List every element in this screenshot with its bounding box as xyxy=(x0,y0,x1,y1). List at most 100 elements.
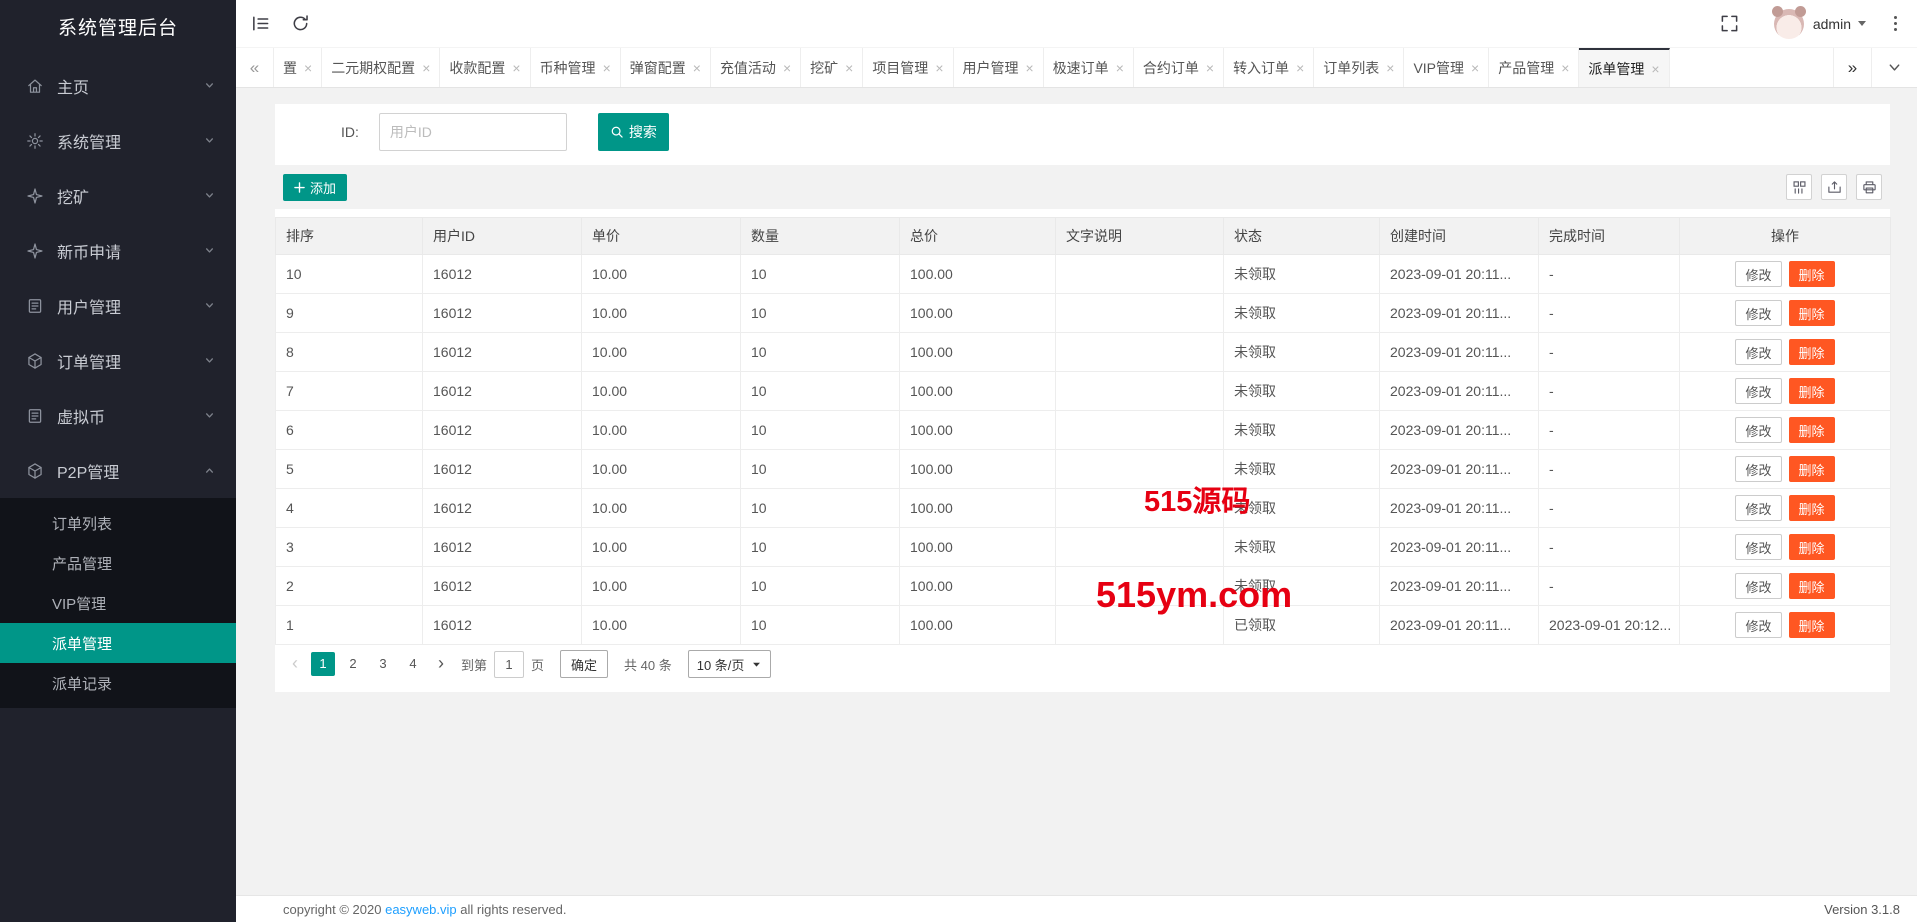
tab-close-icon[interactable]: × xyxy=(1471,59,1480,76)
more-options-icon[interactable] xyxy=(1888,10,1903,37)
refresh-icon[interactable] xyxy=(280,0,320,47)
tab-close-icon[interactable]: × xyxy=(422,59,431,76)
edit-button[interactable]: 修改 xyxy=(1735,378,1782,404)
tab-close-icon[interactable]: × xyxy=(1386,59,1395,76)
tab-item[interactable]: 二元期权配置 × xyxy=(322,48,441,87)
sidebar-item[interactable]: 虚拟币 xyxy=(0,388,236,443)
collapse-sidebar-icon[interactable] xyxy=(240,0,280,47)
prev-page-icon[interactable]: ‹ xyxy=(292,653,298,673)
sidebar-item[interactable]: 用户管理 xyxy=(0,278,236,333)
edit-button[interactable]: 修改 xyxy=(1735,573,1782,599)
add-button[interactable]: 添加 xyxy=(283,173,348,201)
edit-button[interactable]: 修改 xyxy=(1735,456,1782,482)
user-id-input[interactable] xyxy=(378,113,567,151)
sidebar-subitem[interactable]: 产品管理 xyxy=(0,543,236,583)
cell-created: 2023-09-01 20:11... xyxy=(1379,527,1539,567)
edit-button[interactable]: 修改 xyxy=(1735,417,1782,443)
tab-item[interactable]: 转入订单 × xyxy=(1224,48,1315,87)
user-avatar[interactable] xyxy=(1771,5,1806,39)
sidebar-item[interactable]: 主页 xyxy=(0,58,236,113)
tab-close-icon[interactable]: × xyxy=(512,59,521,76)
page-number[interactable]: 1 xyxy=(311,652,335,676)
sidebar-item[interactable]: 订单管理 xyxy=(0,333,236,388)
edit-button[interactable]: 修改 xyxy=(1735,534,1782,560)
tab-item[interactable]: 用户管理 × xyxy=(954,48,1044,87)
tab-label: 产品管理 xyxy=(1498,59,1555,76)
tab-item[interactable]: 合约订单 × xyxy=(1134,48,1225,87)
page-number[interactable]: 4 xyxy=(409,656,417,671)
sidebar-item[interactable]: P2P管理 xyxy=(0,443,236,498)
edit-button[interactable]: 修改 xyxy=(1735,612,1782,638)
export-icon[interactable] xyxy=(1821,174,1847,200)
delete-button[interactable]: 删除 xyxy=(1788,378,1835,404)
tab-item[interactable]: 币种管理 × xyxy=(531,48,621,87)
delete-button[interactable]: 删除 xyxy=(1788,534,1835,560)
tabs-scroll-left-icon[interactable]: « xyxy=(236,48,274,87)
delete-button[interactable]: 删除 xyxy=(1788,417,1835,443)
tab-close-icon[interactable]: × xyxy=(1296,59,1305,76)
tab-item[interactable]: 弹窗配置 × xyxy=(621,48,711,87)
sidebar-subitem[interactable]: VIP管理 xyxy=(0,583,236,623)
tab-close-icon[interactable]: × xyxy=(692,59,701,76)
tabs-scroll-right-icon[interactable]: » xyxy=(1833,48,1871,87)
user-menu[interactable]: admin xyxy=(1813,16,1866,32)
delete-button[interactable]: 删除 xyxy=(1788,300,1835,326)
page-jump-input[interactable] xyxy=(494,650,525,678)
tab-item[interactable]: 派单管理 × xyxy=(1579,48,1670,87)
sidebar-subitem[interactable]: 订单列表 xyxy=(0,503,236,543)
tab-item[interactable]: VIP管理 × xyxy=(1404,48,1490,87)
jump-confirm-button[interactable]: 确定 xyxy=(560,650,609,678)
page-size-select[interactable]: 10 条/页 xyxy=(687,650,772,678)
edit-button[interactable]: 修改 xyxy=(1735,495,1782,521)
tab-item[interactable]: 挖矿 × xyxy=(801,48,864,87)
tab-close-icon[interactable]: × xyxy=(1561,59,1570,76)
delete-button[interactable]: 删除 xyxy=(1788,456,1835,482)
delete-button[interactable]: 删除 xyxy=(1788,573,1835,599)
search-button[interactable]: 搜索 xyxy=(597,113,669,151)
tab-label: 弹窗配置 xyxy=(629,59,686,76)
delete-button[interactable]: 删除 xyxy=(1788,495,1835,521)
delete-button[interactable]: 删除 xyxy=(1788,261,1835,287)
tab-close-icon[interactable]: × xyxy=(1115,59,1124,76)
copyright-link[interactable]: easyweb.vip xyxy=(385,901,457,917)
tab-item[interactable]: 产品管理 × xyxy=(1489,48,1580,87)
page-number[interactable]: 2 xyxy=(349,656,357,671)
sidebar-subitem[interactable]: 派单记录 xyxy=(0,663,236,703)
table-row: 2 16012 10.00 10 100.00 未领取 2023-09-01 20:11..… xyxy=(275,566,1891,606)
sidebar-subitem[interactable]: 派单管理 xyxy=(0,623,236,663)
sidebar-item[interactable]: 系统管理 xyxy=(0,113,236,168)
tab-close-icon[interactable]: × xyxy=(845,59,854,76)
table-row: 6 16012 10.00 10 100.00 未领取 2023-09-01 20:11..… xyxy=(275,410,1891,450)
tab-item[interactable]: 收款配置 × xyxy=(440,48,531,87)
next-page-icon[interactable]: › xyxy=(438,653,444,673)
sidebar-item[interactable]: 新币申请 xyxy=(0,223,236,278)
tab-item[interactable]: 置 × xyxy=(274,48,323,87)
tab-item[interactable]: 订单列表 × xyxy=(1314,48,1405,87)
tab-item[interactable]: 项目管理 × xyxy=(863,48,954,87)
tab-item[interactable]: 充值活动 × xyxy=(711,48,802,87)
tab-close-icon[interactable]: × xyxy=(1205,59,1215,76)
sidebar-item[interactable]: 挖矿 xyxy=(0,168,236,223)
tab-close-icon[interactable]: × xyxy=(602,59,611,76)
search-form: ID: 搜索 xyxy=(275,104,1890,159)
tabs-dropdown-icon[interactable] xyxy=(1871,48,1917,87)
cell-finished: - xyxy=(1538,566,1680,606)
tab-close-icon[interactable]: × xyxy=(304,59,313,76)
tab-close-icon[interactable]: × xyxy=(782,59,792,76)
edit-button[interactable]: 修改 xyxy=(1735,300,1782,326)
tab-close-icon[interactable]: × xyxy=(935,59,944,76)
sidebar-menu: 主页 系统管理 挖矿 新币申请 用户管理 订单管理 虚拟币 P2P管理订单列表 产品管理 VIP管… xyxy=(0,58,236,708)
edit-button[interactable]: 修改 xyxy=(1735,261,1782,287)
edit-button[interactable]: 修改 xyxy=(1735,339,1782,365)
page-number[interactable]: 3 xyxy=(379,656,387,671)
tab-close-icon[interactable]: × xyxy=(1025,59,1034,76)
cell-desc xyxy=(1055,254,1224,294)
tab-close-icon[interactable]: × xyxy=(1651,60,1660,77)
fullscreen-icon[interactable] xyxy=(1710,0,1750,47)
tab-item[interactable]: 极速订单 × xyxy=(1044,48,1134,87)
delete-button[interactable]: 删除 xyxy=(1788,612,1835,638)
table-toolbar: 添加 xyxy=(275,165,1890,209)
print-icon[interactable] xyxy=(1856,174,1882,200)
delete-button[interactable]: 删除 xyxy=(1788,339,1835,365)
columns-filter-icon[interactable] xyxy=(1786,174,1812,200)
